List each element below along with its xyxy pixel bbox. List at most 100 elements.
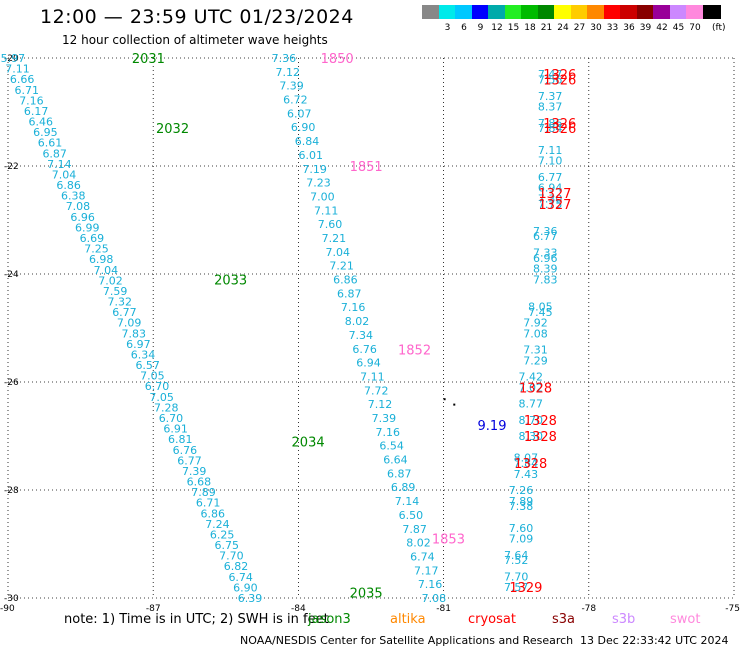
wave-height-value: 6.66 — [10, 73, 35, 86]
note-text: note: 1) Time is in UTC; 2) SWH is in fe… — [64, 612, 329, 627]
wave-height-value: 7.04 — [94, 264, 119, 277]
wave-height-value: 8.70 — [518, 414, 543, 427]
scale-swatch — [686, 5, 704, 19]
wave-height-value: 6.89 — [391, 481, 416, 494]
wave-height-value: 6.70 — [145, 380, 170, 393]
wave-height-value: 6.90 — [233, 581, 258, 594]
wave-height-value: 7.36 — [533, 225, 558, 238]
wave-height-value: 6.99 — [75, 221, 100, 234]
wave-height-value: 6.07 — [287, 107, 312, 120]
wave-height-value: 6.90 — [291, 121, 316, 134]
wave-height-value: 7.60 — [509, 522, 534, 535]
chart-title: 12:00 — 23:59 UTC 01/23/2024 — [40, 6, 354, 28]
wave-height-value: 7.28 — [154, 401, 179, 414]
wave-height-value: 6.77 — [538, 171, 563, 184]
y-tick-label: -26 — [4, 378, 19, 388]
wave-height-value: 7.57 — [504, 581, 529, 594]
wave-height-value: 7.05 — [149, 391, 174, 404]
wave-height-value: 7.75 — [538, 198, 563, 211]
wave-height-value: 7.32 — [108, 296, 133, 309]
data-marker — [453, 403, 456, 406]
satellite-cryosat: cryosat — [468, 612, 516, 627]
wave-height-value: 7.84 — [538, 122, 563, 135]
wave-height-value: 6.57 — [135, 359, 160, 372]
wave-height-value: 7.37 — [538, 90, 563, 103]
scale-swatch — [669, 5, 688, 19]
wave-height-value: 7.70 — [219, 550, 244, 563]
wave-height-value: 7.47 — [538, 68, 563, 81]
wave-height-value: 6.94 — [356, 357, 381, 370]
wave-height-value: 6.72 — [283, 94, 308, 107]
pass-label: 1328 — [524, 430, 557, 445]
wave-height-value: 6.91 — [163, 423, 188, 436]
wave-height-value: 8.39 — [533, 263, 558, 276]
scale-swatch — [521, 5, 539, 19]
wave-height-value: 6.01 — [299, 149, 324, 162]
pass-label: 1328 — [519, 381, 552, 396]
wave-height-value: 7.89 — [191, 486, 216, 499]
wave-height-value: 6.34 — [131, 348, 156, 361]
wave-height-value: 7.87 — [402, 523, 427, 536]
wave-height-value: 7.72 — [364, 384, 389, 397]
wave-height-value: 7.11 — [538, 144, 563, 157]
scale-label: 24 — [557, 23, 569, 33]
scale-label: 36 — [623, 23, 635, 33]
satellite-swot: swot — [670, 612, 701, 627]
wave-height-value: 7.16 — [341, 301, 366, 314]
wave-height-value: 6.68 — [187, 476, 212, 489]
scale-label: 45 — [672, 23, 685, 33]
x-tick-label: -78 — [581, 604, 596, 614]
scale-swatch — [702, 5, 721, 19]
wave-height-value: 7.11 — [314, 204, 339, 217]
wave-height-value: 7.84 — [514, 457, 539, 470]
wave-height-value: 7.83 — [121, 327, 146, 340]
wave-height-value: 6.64 — [383, 454, 408, 467]
wave-height-value: 7.34 — [349, 329, 374, 342]
pass-label: 1326 — [543, 68, 576, 83]
x-tick-label: -81 — [436, 604, 451, 614]
pass-label: 1326 — [543, 74, 576, 89]
satellite-jason3: jason3 — [308, 612, 351, 627]
wave-height-value: 7.25 — [84, 243, 109, 256]
wave-height-value: 6.77 — [177, 454, 202, 467]
scale-swatch — [438, 5, 457, 19]
wave-height-value: 6.75 — [214, 539, 239, 552]
wave-height-value: 6.98 — [89, 253, 114, 266]
pass-label: 1327 — [538, 198, 571, 213]
wave-height-value: 7.05 — [140, 370, 165, 383]
wave-height-value: 6.96 — [533, 252, 558, 265]
wave-height-value: 6.74 — [228, 571, 253, 584]
wave-height-value: 6.81 — [168, 433, 193, 446]
wave-height-value: 6.82 — [224, 560, 249, 573]
wave-height-value: 7.89 — [509, 495, 534, 508]
scale-label: 70 — [689, 23, 701, 33]
wave-height-value: 7.09 — [509, 533, 534, 546]
wave-height-value: 7.12 — [368, 398, 393, 411]
wave-height-value: 7.42 — [518, 371, 543, 384]
x-tick-label: -75 — [725, 604, 740, 614]
pass-label: 1329 — [509, 581, 542, 596]
wave-height-value: 7.16 — [19, 94, 44, 107]
scale-swatch — [603, 5, 622, 19]
wave-height-value: 6.96 — [70, 211, 95, 224]
pass-label: 1850 — [321, 52, 354, 67]
pass-label: 1326 — [543, 122, 576, 137]
wave-height-value: 7.45 — [528, 306, 553, 319]
pass-label: 9.19 — [478, 419, 507, 434]
scale-label: 33 — [606, 23, 619, 33]
scale-label: 12 — [491, 23, 503, 33]
wave-height-value: 7.36 — [272, 52, 297, 65]
wave-height-value: 7.39 — [182, 465, 207, 478]
pass-label: 2033 — [214, 273, 247, 288]
scale-label: 9 — [477, 23, 484, 33]
pass-label: 1328 — [524, 414, 557, 429]
wave-height-value: 7.11 — [360, 370, 385, 383]
pass-label: 1851 — [350, 160, 383, 175]
wave-height-value: 7.16 — [376, 426, 401, 439]
wave-height-value: 6.86 — [56, 179, 81, 192]
wave-height-value: 6.87 — [387, 467, 412, 480]
pass-label: 2035 — [350, 587, 383, 602]
wave-height-value: 6.77 — [112, 306, 137, 319]
wave-height-value: 7.70 — [504, 570, 529, 583]
scale-swatch — [471, 5, 490, 19]
